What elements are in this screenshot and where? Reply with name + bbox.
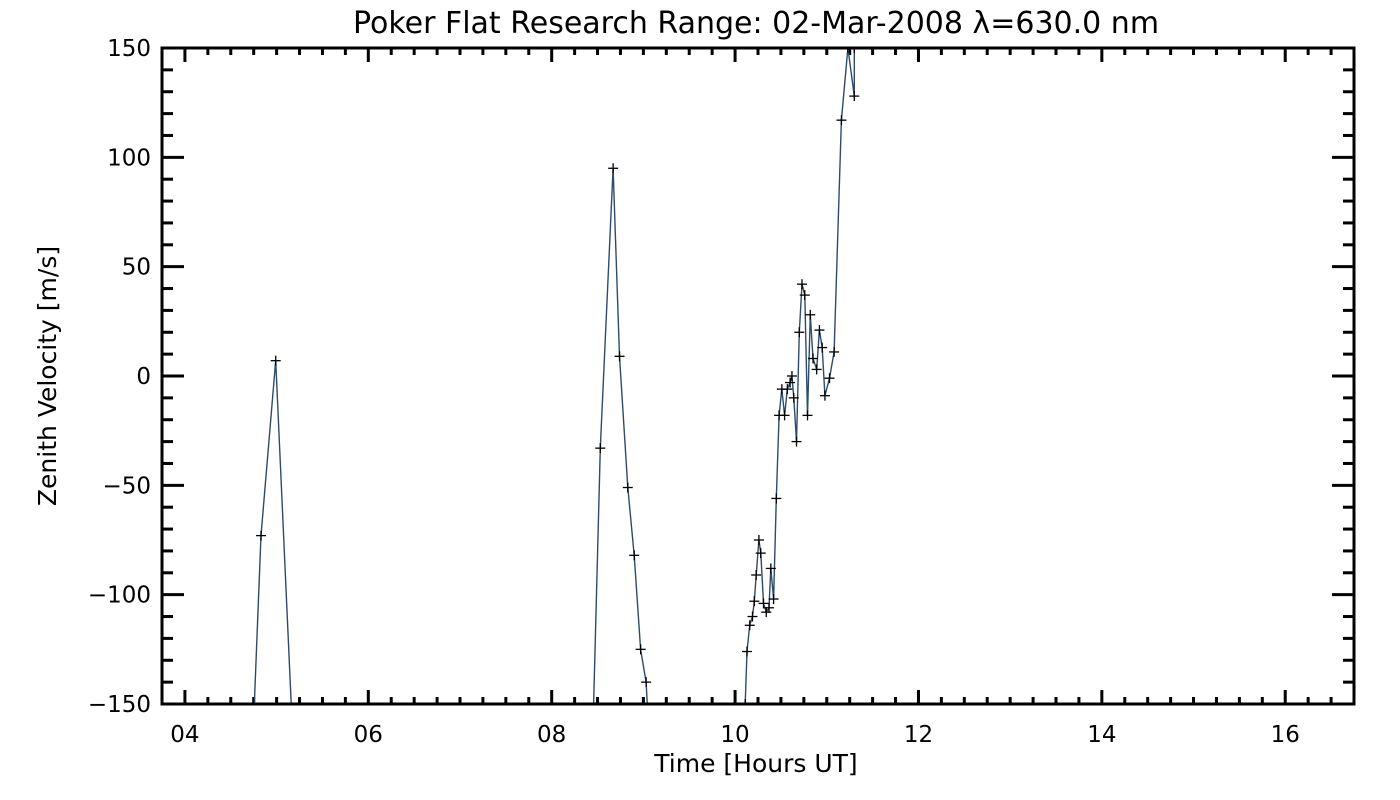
data-point-marker bbox=[849, 48, 860, 53]
x-tick-label: 14 bbox=[1087, 722, 1116, 748]
data-point-marker bbox=[256, 530, 267, 541]
data-point-marker bbox=[608, 163, 619, 174]
data-point-marker bbox=[622, 482, 633, 493]
data-point-marker bbox=[786, 371, 797, 381]
data-point-marker bbox=[270, 355, 281, 366]
data-point-marker bbox=[753, 535, 764, 545]
data-series bbox=[253, 48, 855, 704]
data-point-marker bbox=[765, 563, 776, 574]
data-point-marker bbox=[741, 646, 752, 657]
data-point-marker bbox=[764, 602, 775, 613]
data-point-marker bbox=[768, 594, 779, 605]
data-point-marker bbox=[811, 364, 822, 375]
series-line-segment-1 bbox=[253, 360, 292, 704]
data-point-marker bbox=[849, 91, 860, 102]
y-tick-label: 0 bbox=[136, 364, 151, 390]
y-tick-label: 100 bbox=[107, 145, 151, 171]
data-point-marker bbox=[751, 569, 762, 580]
axis-ticks bbox=[160, 46, 1356, 706]
data-point-marker bbox=[805, 309, 816, 320]
y-tick-label: −100 bbox=[88, 583, 151, 609]
tick-labels: 04 06 08 10 12 14 16 150 100 50 0 −50 −100 −150 bbox=[88, 36, 1300, 748]
x-tick-label: 06 bbox=[354, 722, 383, 748]
y-tick-label: −50 bbox=[102, 473, 151, 499]
data-point-marker bbox=[819, 390, 830, 401]
data-point-marker bbox=[749, 596, 760, 607]
x-tick-label: 12 bbox=[904, 722, 933, 748]
data-point-marker bbox=[595, 443, 606, 454]
y-tick-label: 50 bbox=[122, 255, 151, 281]
data-point-marker bbox=[797, 279, 808, 290]
data-point-marker bbox=[629, 550, 640, 561]
data-point-marker bbox=[842, 48, 853, 53]
data-point-marker bbox=[635, 644, 646, 655]
data-point-marker bbox=[799, 290, 810, 301]
data-point-marker bbox=[814, 325, 825, 336]
data-point-marker bbox=[808, 353, 819, 364]
data-point-marker bbox=[779, 410, 790, 421]
data-point-marker bbox=[287, 721, 297, 731]
data-point-marker bbox=[771, 493, 782, 504]
plot-frame bbox=[160, 46, 1356, 706]
x-tick-label: 16 bbox=[1271, 722, 1300, 748]
data-point-marker bbox=[788, 392, 799, 403]
chart-title: Poker Flat Research Range: 02-Mar-2008 λ… bbox=[353, 6, 1159, 41]
data-point-marker bbox=[785, 377, 796, 388]
data-point-marker bbox=[791, 436, 802, 447]
data-point-marker bbox=[747, 611, 758, 622]
data-point-marker bbox=[829, 346, 840, 357]
x-tick-label: 04 bbox=[170, 722, 199, 748]
data-point-marker bbox=[794, 327, 805, 338]
data-point-marker bbox=[824, 373, 835, 384]
data-point-marker bbox=[802, 410, 813, 421]
data-point-marker bbox=[782, 384, 793, 395]
data-point-marker bbox=[755, 548, 766, 559]
data-point-marker bbox=[836, 115, 847, 126]
x-tick-label: 08 bbox=[537, 722, 566, 748]
y-axis-label: Zenith Velocity [m/s] bbox=[33, 246, 62, 506]
y-tick-label: 150 bbox=[107, 36, 151, 62]
data-markers bbox=[256, 48, 860, 731]
y-tick-label: −150 bbox=[88, 692, 151, 718]
data-point-marker bbox=[641, 677, 652, 688]
x-axis-label: Time [Hours UT] bbox=[653, 749, 857, 778]
data-point-marker bbox=[614, 351, 625, 362]
x-tick-label: 10 bbox=[720, 722, 749, 748]
series-line-segment-3 bbox=[744, 48, 855, 704]
data-point-marker bbox=[758, 598, 769, 609]
data-point-marker bbox=[740, 699, 751, 704]
data-point-marker bbox=[817, 342, 828, 353]
data-point-marker bbox=[744, 620, 755, 631]
data-point-marker bbox=[761, 607, 772, 618]
